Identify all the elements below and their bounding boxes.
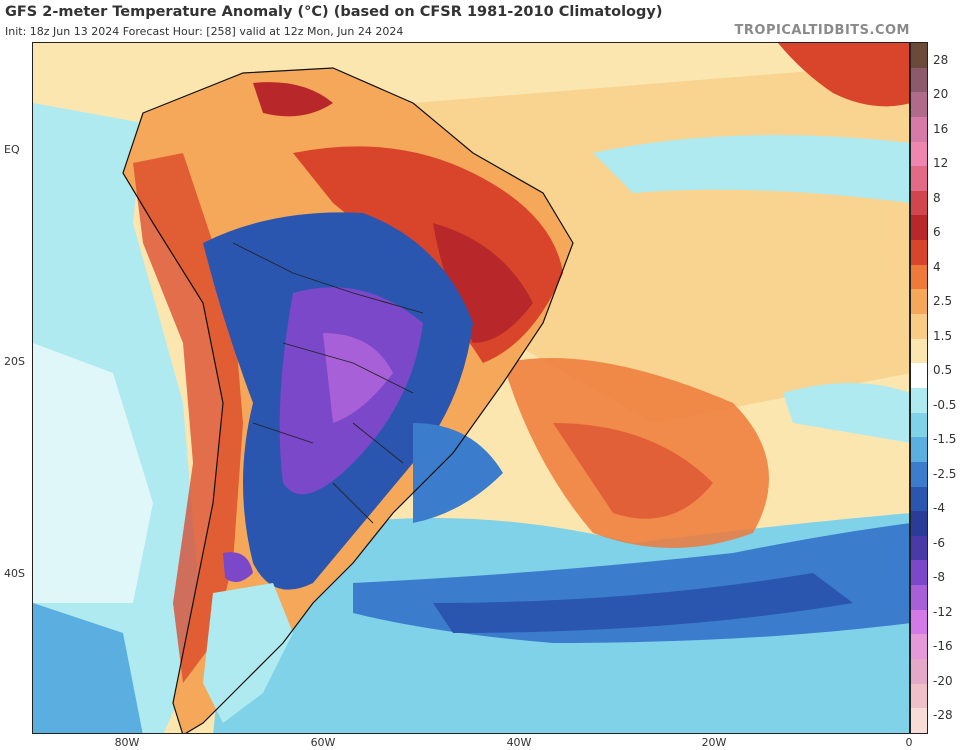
south-atlantic-cold-streak xyxy=(433,573,853,633)
colorbar-swatch xyxy=(911,166,927,191)
colorbar-label: -20 xyxy=(933,673,953,688)
colorbar-label: 12 xyxy=(933,156,949,171)
colorbar-swatch xyxy=(911,535,927,561)
colorbar-label: 8 xyxy=(933,190,941,205)
pacific-neutral-patch xyxy=(33,343,153,603)
colorbar xyxy=(910,42,928,734)
colorbar-swatch xyxy=(911,190,927,216)
colorbar-swatch xyxy=(911,240,927,265)
lon-label-20w: 20W xyxy=(701,736,727,749)
colorbar-label: -28 xyxy=(933,708,953,722)
anomaly-map xyxy=(32,42,910,734)
southern-brazil-cold xyxy=(413,423,503,523)
lat-label-40s: 40S xyxy=(4,567,25,580)
colorbar-label: -8 xyxy=(933,570,945,585)
colorbar-label: 6 xyxy=(933,225,941,240)
colorbar-label: 4 xyxy=(933,259,941,274)
colorbar-label: -4 xyxy=(933,501,945,516)
colorbar-swatch xyxy=(911,363,927,388)
colorbar-swatch xyxy=(911,486,927,512)
colorbar-swatch xyxy=(911,116,927,142)
colorbar-label: -0.5 xyxy=(933,397,957,412)
andes-cold-spot xyxy=(223,552,253,582)
colorbar-label: 0.5 xyxy=(933,363,953,378)
colorbar-swatch xyxy=(911,387,927,413)
colorbar-swatch xyxy=(911,634,927,660)
colorbar-swatch xyxy=(911,511,927,536)
colorbar-swatch xyxy=(911,314,927,339)
colorbar-swatch xyxy=(911,461,927,487)
colorbar-swatch xyxy=(911,67,927,93)
colorbar-label: 1.5 xyxy=(933,328,953,343)
colorbar-label: 20 xyxy=(933,87,949,102)
lon-label-80w: 80W xyxy=(114,736,140,749)
colorbar-label: -16 xyxy=(933,639,953,654)
lat-label-eq: EQ xyxy=(4,143,20,156)
venezuela-heat-spot xyxy=(253,82,333,117)
lon-label-0: 0 xyxy=(905,736,913,749)
colorbar-swatch xyxy=(911,289,927,315)
colorbar-swatch xyxy=(911,215,927,241)
colorbar-swatch xyxy=(911,43,927,68)
colorbar-swatch xyxy=(911,609,927,635)
colorbar-swatch xyxy=(911,560,927,586)
map-title: GFS 2-meter Temperature Anomaly (°C) (ba… xyxy=(5,4,663,20)
colorbar-swatch xyxy=(911,585,927,610)
colorbar-swatch xyxy=(911,659,927,684)
lon-label-40w: 40W xyxy=(506,736,532,749)
colorbar-swatch xyxy=(911,141,927,167)
colorbar-label: -1.5 xyxy=(933,432,957,447)
site-credit: TROPICALTIDBITS.COM xyxy=(734,23,910,38)
colorbar-label: 2.5 xyxy=(933,294,953,309)
colorbar-label: -6 xyxy=(933,535,945,550)
colorbar-label: -2.5 xyxy=(933,466,957,481)
colorbar-swatch xyxy=(911,437,927,462)
colorbar-swatch xyxy=(911,412,927,438)
brazil-heat-core xyxy=(433,223,533,343)
patagonia-cool xyxy=(203,583,293,723)
colorbar-label: -12 xyxy=(933,604,953,619)
coastline xyxy=(122,67,574,733)
tropical-cool-band xyxy=(593,135,909,203)
colorbar-label: 16 xyxy=(933,121,949,136)
colorbar-swatch xyxy=(911,683,927,709)
south-atlantic-warm-core xyxy=(553,423,713,519)
colorbar-swatch xyxy=(911,92,927,117)
lat-label-20s: 20S xyxy=(4,355,25,368)
lon-label-60w: 60W xyxy=(310,736,336,749)
west-africa-coast xyxy=(778,43,909,107)
map-subtitle: Init: 18z Jun 13 2024 Forecast Hour: [25… xyxy=(5,25,404,38)
southeast-pacific-cool xyxy=(33,603,143,733)
colorbar-swatch xyxy=(911,264,927,290)
central-extreme-cold xyxy=(323,333,393,423)
colorbar-swatch xyxy=(911,708,927,733)
colorbar-swatch xyxy=(911,338,927,364)
mid-atlantic-cool-patch xyxy=(783,383,909,443)
colorbar-label: 28 xyxy=(933,53,949,67)
country-borders xyxy=(232,242,424,524)
